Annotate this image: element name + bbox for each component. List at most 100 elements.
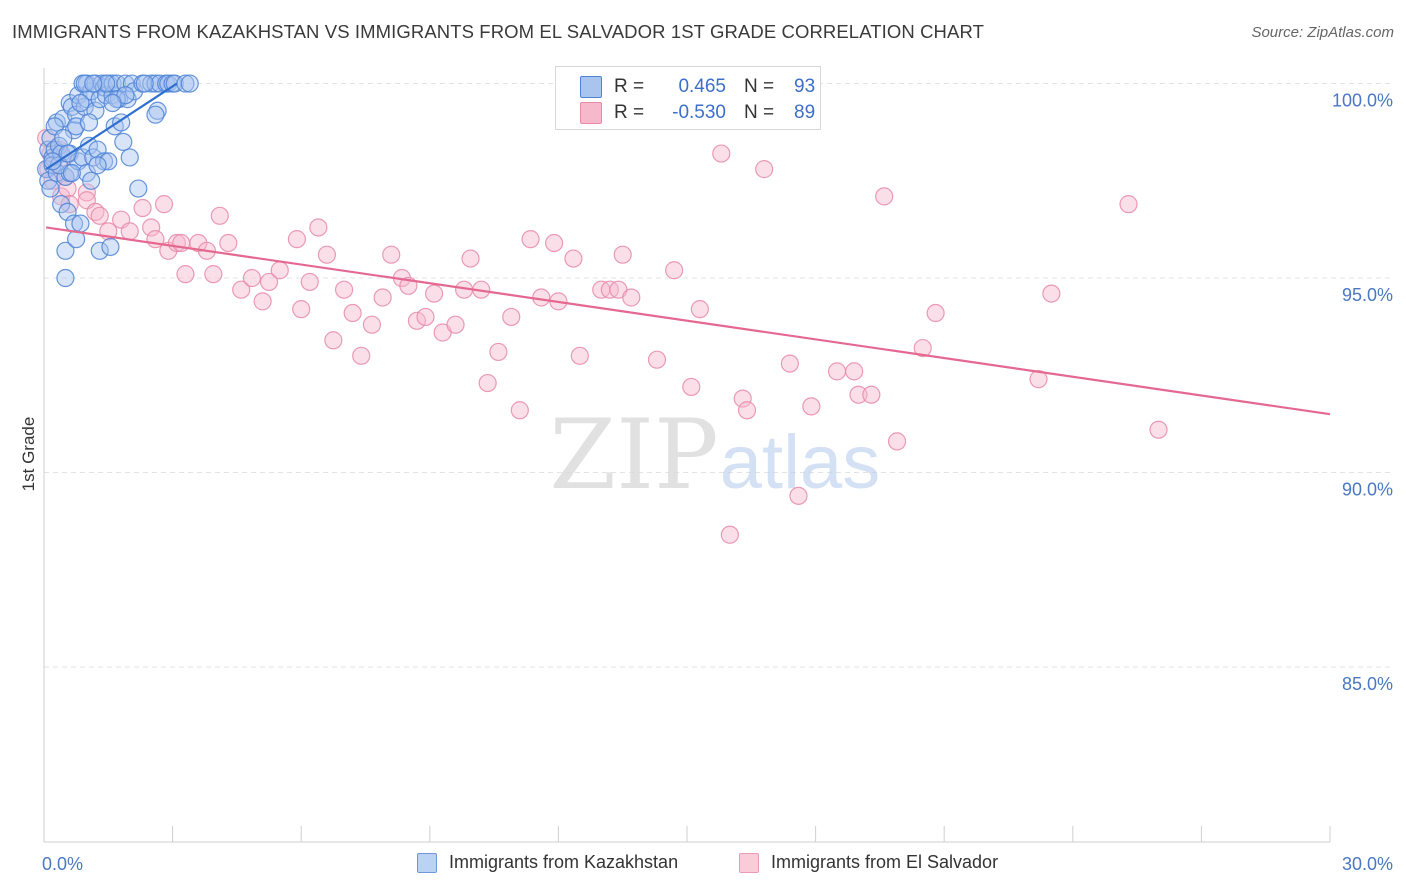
point-kazakhstan: [56, 268, 75, 288]
legend-label-kazakhstan: Immigrants from Kazakhstan: [449, 852, 679, 872]
watermark-zip: ZIP: [549, 399, 718, 511]
point-el-salvador: [309, 218, 328, 237]
point-el-salvador: [219, 233, 238, 253]
point-kazakhstan: [56, 241, 75, 260]
point-el-salvador: [176, 265, 195, 284]
point-kazakhstan: [114, 132, 133, 151]
point-el-salvador: [733, 389, 752, 408]
point-el-salvador: [120, 222, 139, 241]
point-el-salvador: [382, 245, 401, 264]
y-axis-label: 1st Grade: [19, 417, 38, 492]
point-el-salvador: [373, 288, 392, 307]
point-kazakhstan: [88, 140, 107, 159]
point-kazakhstan: [129, 179, 148, 198]
point-el-salvador: [287, 230, 307, 249]
point-el-salvador: [532, 288, 551, 307]
correlation-legend: R = 0.465 N = 93 R = -0.530 N = 89: [555, 66, 821, 130]
point-el-salvador: [1119, 195, 1138, 214]
point-kazakhstan: [71, 214, 90, 233]
legend-label-el-salvador: Immigrants from El Salvador: [771, 852, 999, 872]
point-el-salvador: [926, 303, 945, 323]
point-el-salvador: [90, 206, 109, 225]
point-el-salvador: [133, 198, 152, 218]
point-el-salvador: [780, 354, 799, 373]
point-kazakhstan: [79, 113, 99, 132]
point-el-salvador: [142, 218, 161, 237]
legend-r-label: R =: [614, 102, 645, 123]
point-el-salvador: [407, 311, 427, 330]
point-el-salvador: [292, 300, 311, 319]
point-el-salvador: [270, 261, 289, 280]
point-el-salvador: [802, 397, 821, 416]
point-el-salvador: [242, 268, 262, 288]
trend-line-kazakhstan: [45, 82, 178, 171]
point-kazakhstan: [99, 152, 118, 171]
legend-swatch-blue: [417, 852, 437, 873]
point-kazakhstan: [86, 101, 105, 120]
legend-n-value: 93: [794, 76, 816, 97]
point-kazakhstan: [120, 148, 139, 167]
point-kazakhstan: [58, 202, 77, 222]
legend-r-label: R =: [614, 76, 645, 97]
legend-r-value: 0.465: [678, 76, 726, 97]
point-el-salvador: [362, 315, 382, 334]
x-tick-labels: 0.0% 30.0%: [42, 854, 1393, 874]
point-el-salvador: [253, 292, 272, 311]
point-el-salvador: [613, 245, 632, 264]
legend-row-el-salvador: R = -0.530 N = 89: [580, 100, 815, 126]
point-el-salvador: [343, 303, 362, 323]
source-label: Source: ZipAtlas.com: [1251, 24, 1394, 41]
point-kazakhstan: [71, 93, 90, 113]
point-el-salvador: [887, 432, 907, 451]
y-tick-label: 90.0%: [1342, 480, 1393, 500]
point-el-salvador: [324, 331, 343, 350]
point-el-salvador: [755, 160, 774, 179]
legend-swatch-pink: [739, 852, 759, 873]
point-el-salvador: [564, 249, 583, 268]
point-el-salvador: [77, 183, 96, 202]
watermark: ZIP atlas: [549, 399, 880, 511]
axes: [43, 68, 1331, 843]
point-el-salvador: [154, 195, 174, 214]
series-legend: Immigrants from Kazakhstan Immigrants fr…: [0, 852, 1406, 878]
point-el-salvador: [875, 187, 894, 206]
series-kazakhstan-points: [37, 74, 199, 288]
point-el-salvador: [521, 230, 540, 249]
point-kazakhstan: [101, 237, 120, 257]
point-el-salvador: [720, 525, 739, 544]
series-el-salvador-points: [37, 128, 1168, 544]
x-tick-label: 30.0%: [1342, 854, 1393, 874]
point-el-salvador: [300, 272, 319, 292]
point-el-salvador: [789, 486, 808, 505]
point-el-salvador: [570, 346, 589, 365]
point-el-salvador: [862, 385, 881, 404]
point-kazakhstan: [135, 74, 154, 93]
point-el-salvador: [849, 385, 868, 404]
point-kazakhstan: [180, 74, 199, 93]
point-el-salvador: [259, 272, 279, 292]
legend-n-label: N =: [744, 76, 775, 97]
point-el-salvador: [489, 342, 508, 362]
point-el-salvador: [334, 280, 354, 299]
legend-n-value: 89: [794, 102, 816, 123]
point-kazakhstan: [88, 156, 107, 175]
legend-n-label: N =: [744, 102, 775, 123]
point-el-salvador: [461, 249, 480, 268]
trend-line-el-salvador: [45, 226, 1331, 416]
y-tick-label: 100.0%: [1332, 91, 1393, 111]
legend-swatch-pink: [580, 102, 602, 124]
point-el-salvador: [204, 265, 223, 284]
point-el-salvador: [690, 300, 709, 319]
point-kazakhstan: [97, 74, 116, 93]
y-tick-label: 95.0%: [1342, 285, 1393, 305]
point-el-salvador: [682, 377, 701, 397]
point-kazakhstan: [41, 179, 60, 198]
grid-lines: [44, 83, 1394, 668]
point-el-salvador: [622, 288, 641, 307]
point-el-salvador: [478, 373, 497, 393]
point-kazakhstan: [84, 74, 103, 93]
y-tick-labels: 85.0% 90.0% 95.0% 100.0%: [1332, 91, 1393, 694]
point-kazakhstan: [103, 93, 122, 113]
point-kazakhstan: [146, 105, 165, 124]
